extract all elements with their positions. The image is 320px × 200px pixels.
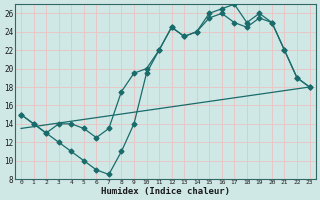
X-axis label: Humidex (Indice chaleur): Humidex (Indice chaleur) [101, 187, 230, 196]
